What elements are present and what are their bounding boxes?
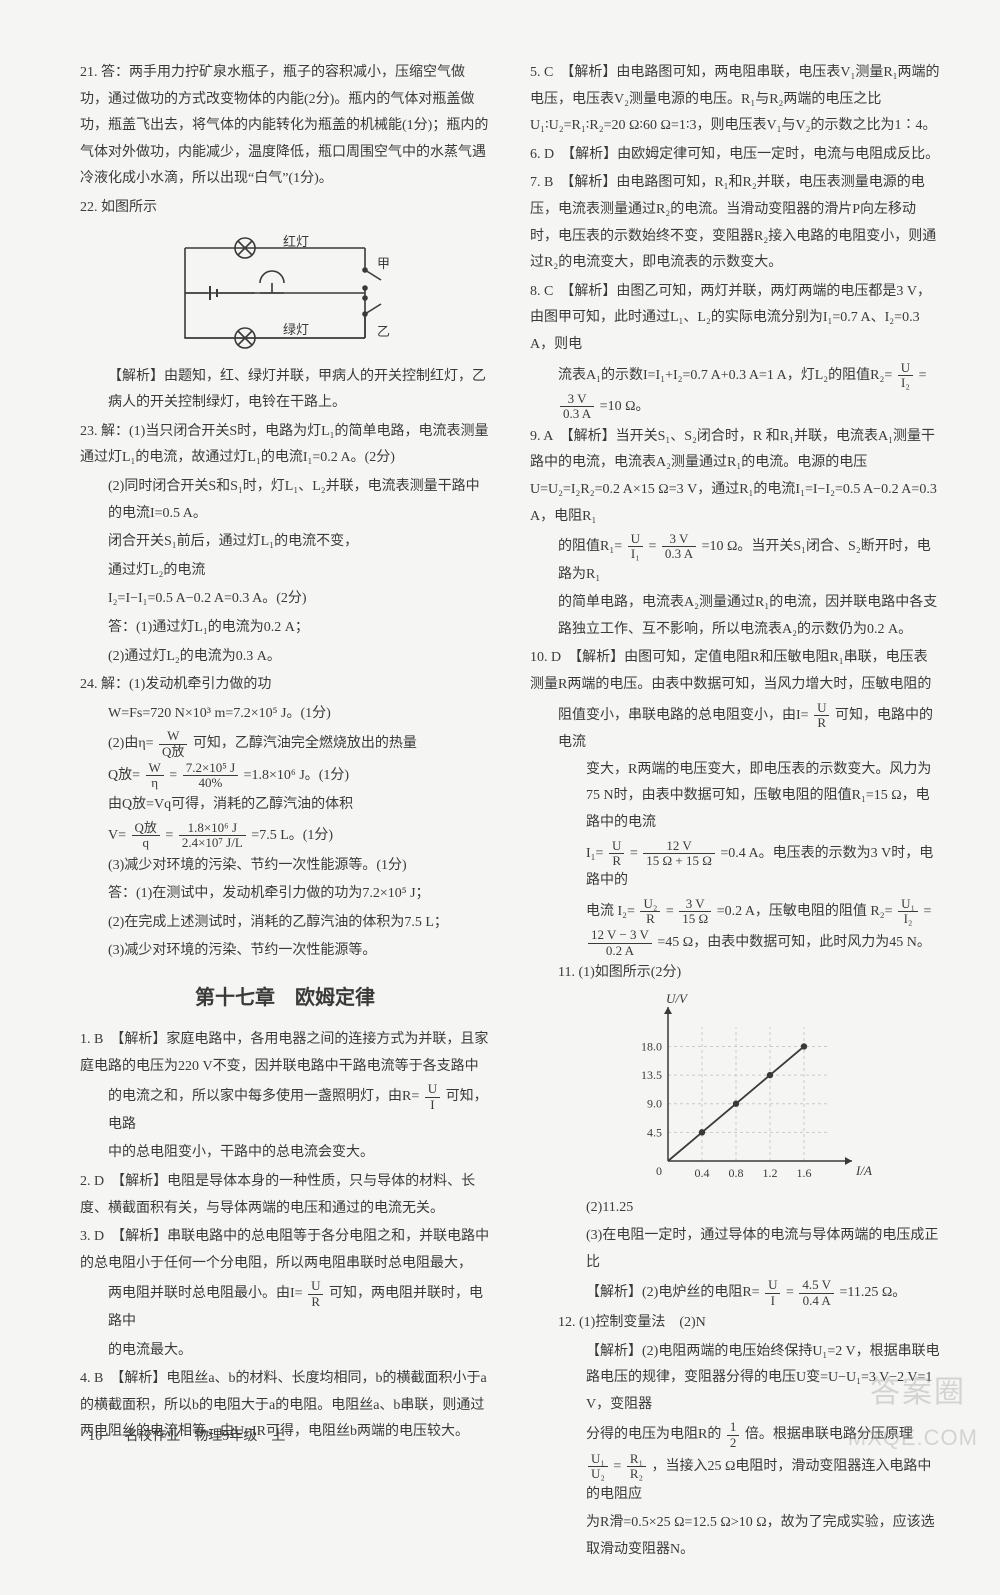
q24j: (3)减少对环境的污染、节约一次性能源等。 xyxy=(80,938,490,965)
svg-text:1.2: 1.2 xyxy=(763,1166,778,1180)
svg-text:0.8: 0.8 xyxy=(729,1166,744,1180)
svg-text:4.5: 4.5 xyxy=(647,1125,662,1139)
q11b: (2)11.25 xyxy=(558,1195,940,1222)
q23e: I₂=I−I₁=0.5 A−0.2 A=0.3 A。(2分) xyxy=(80,586,490,613)
q22-exp: 【解析】由题知，红、绿灯并联，甲病人的开关控制红灯，乙病人的开关控制绿灯，电铃在… xyxy=(80,364,490,417)
q23d: 通过灯L₂的电流 xyxy=(80,558,490,585)
q12e: 为R滑=0.5×25 Ω=12.5 Ω>10 Ω，故为了完成实验，应该选取滑动变… xyxy=(558,1510,940,1563)
right-column: 5. C 【解析】由电路图可知，两电阻串联，电压表V₁测量R₁两端的电压，电压表… xyxy=(530,60,940,1565)
svg-text:13.5: 13.5 xyxy=(641,1068,662,1082)
q24f: V= Q放q = 1.8×10⁶ J2.4×10⁷ J/L =7.5 L。(1分… xyxy=(80,821,490,851)
circuit-diagram: 红灯 绿灯 甲 乙 xyxy=(165,228,405,358)
q23b: (2)同时闭合开关S和S₁时，灯L₁、L₂并联，电流表测量干路中的电流I=0.5… xyxy=(80,474,490,527)
q8a: 8. C 【解析】由图乙可知，两灯并联，两灯两端的电压都是3 V，由图甲可知，此… xyxy=(530,279,940,359)
svg-text:1.6: 1.6 xyxy=(797,1166,812,1180)
q3c: 的电流最大。 xyxy=(80,1338,490,1365)
q10c: 变大，R两端的电压变大，即电压表的示数变大。风力为75 N时，由表中数据可知，压… xyxy=(558,757,940,837)
svg-text:0.4: 0.4 xyxy=(695,1166,710,1180)
q1c: 中的总电阻变小，干路中的总电流会变大。 xyxy=(80,1140,490,1167)
q11d: 【解析】(2)电炉丝的电阻R= UI = 4.5 V0.4 A =11.25 Ω… xyxy=(558,1278,940,1308)
svg-text:乙: 乙 xyxy=(377,324,390,339)
svg-text:0: 0 xyxy=(656,1164,662,1178)
page: 21. 答：两手用力拧矿泉水瓶子，瓶子的容积减小，压缩空气做功，通过做功的方式改… xyxy=(0,0,1000,1595)
q11a: 11. (1)如图所示(2分) xyxy=(558,960,940,987)
svg-text:18.0: 18.0 xyxy=(641,1039,662,1053)
q9b: 的阻值R₁= UI₁ = 3 V0.3 A =10 Ω。当开关S₁闭合、S₂断开… xyxy=(530,532,940,588)
q24b: W=Fs=720 N×10³ m=7.2×10⁵ J。(1分) xyxy=(80,701,490,728)
q9c: 的简单电路，电流表A₂测量通过R₁的电流，因并联电路中各支路独立工作、互不影响，… xyxy=(530,590,940,643)
q6: 6. D 【解析】由欧姆定律可知，电压一定时，电流与电阻成反比。 xyxy=(530,142,940,169)
q24e: 由Q放=Vq可得，消耗的乙醇汽油的体积 xyxy=(80,792,490,819)
q10e: 电流 I₂= U₂R = 3 V15 Ω =0.2 A，压敏电阻的阻值 R₂= … xyxy=(558,897,940,927)
q10f: 12 V − 3 V0.2 A =45 Ω，由表中数据可知，此时风力为45 N。 xyxy=(558,928,940,958)
q23a: 23. 解：(1)当只闭合开关S时，电路为灯L₁的简单电路，电流表测量通过灯L₁… xyxy=(80,419,490,472)
q12a: 12. (1)控制变量法 (2)N xyxy=(558,1310,940,1337)
q10d: I₁= UR = 12 V15 Ω + 15 Ω =0.4 A。电压表的示数为3… xyxy=(558,839,940,895)
q24h: 答：(1)在测试中，发动机牵引力做的功为7.2×10⁵ J； xyxy=(80,881,490,908)
label-red: 红灯 xyxy=(283,234,309,249)
q3b: 两电阻并联时总电阻最小。由I= UR 可知，两电阻并联时，电路中 xyxy=(80,1279,490,1335)
page-footer: · 16 · 名校作业 物理9年级 上 xyxy=(80,1425,285,1445)
svg-text:U/V: U/V xyxy=(666,991,689,1006)
q24c: (2)由η= WQ放 可知，乙醇汽油完全燃烧放出的热量 xyxy=(80,729,490,759)
q21: 21. 答：两手用力拧矿泉水瓶子，瓶子的容积减小，压缩空气做功，通过做功的方式改… xyxy=(80,60,490,193)
left-column: 21. 答：两手用力拧矿泉水瓶子，瓶子的容积减小，压缩空气做功，通过做功的方式改… xyxy=(80,60,490,1565)
q10a: 10. D 【解析】由图可知，定值电阻R和压敏电阻R₁串联，电压表测量R两端的电… xyxy=(530,645,940,698)
q23g: (2)通过灯L₂的电流为0.3 A。 xyxy=(80,644,490,671)
chapter-title: 第十七章 欧姆定律 xyxy=(80,979,490,1017)
q12d: U₁U₂ = R₁R₂ ，当接入25 Ω电阻时，滑动变阻器连入电路中的电阻应 xyxy=(558,1452,940,1508)
q24i: (2)在完成上述测试时，消耗的乙醇汽油的体积为7.5 L； xyxy=(80,910,490,937)
q24g: (3)减少对环境的污染、节约一次性能源等。(1分) xyxy=(80,853,490,880)
q7: 7. B 【解析】由电路图可知，R₁和R₂并联，电压表测量电源的电压，电流表测量… xyxy=(530,170,940,276)
q23f: 答：(1)通过灯L₁的电流为0.2 A； xyxy=(80,615,490,642)
q1b: 的电流之和，所以家中每多使用一盏照明灯，由R= UI 可知，电路 xyxy=(80,1082,490,1138)
svg-text:I/A: I/A xyxy=(855,1163,872,1178)
q23c: 闭合开关S₁前后，通过灯L₁的电流不变， xyxy=(80,529,490,556)
q24d: Q放= Wη = 7.2×10⁵ J40% =1.8×10⁶ J。(1分) xyxy=(80,761,490,791)
watermark-url: MXQE.COM xyxy=(848,1425,978,1451)
q8b: 流表A₁的示数I=I₁+I₂=0.7 A+0.3 A=1 A，灯L₂的阻值R₂=… xyxy=(530,361,940,391)
q1a: 1. B 【解析】家庭电路中，各用电器之间的连接方式为并联，且家庭电路的电压为2… xyxy=(80,1027,490,1080)
q24a: 24. 解：(1)发动机牵引力做的功 xyxy=(80,672,490,699)
q11c: (3)在电阻一定时，通过导体的电流与导体两端的电压成正比 xyxy=(558,1223,940,1276)
q9a: 9. A 【解析】当开关S₁、S₂闭合时，R 和R₁并联，电流表A₁测量干路中的… xyxy=(530,424,940,530)
svg-text:甲: 甲 xyxy=(377,256,390,271)
line-chart: 0 0.4 0.8 1.2 1.6 4.5 9.0 13.5 18.0 I/A U/V xyxy=(618,991,878,1191)
q22-head: 22. 如图所示 xyxy=(80,195,490,222)
q5: 5. C 【解析】由电路图可知，两电阻串联，电压表V₁测量R₁两端的电压，电压表… xyxy=(530,60,940,140)
label-green: 绿灯 xyxy=(283,322,309,337)
q8c: 3 V0.3 A =10 Ω。 xyxy=(530,392,940,422)
q2: 2. D 【解析】电阻是导体本身的一种性质，只与导体的材料、长度、横截面积有关，… xyxy=(80,1169,490,1222)
watermark-text: 答案圈 xyxy=(870,1367,966,1411)
svg-text:9.0: 9.0 xyxy=(647,1096,662,1110)
q3a: 3. D 【解析】串联电路中的总电阻等于各分电阻之和，并联电路中的总电阻小于任何… xyxy=(80,1224,490,1277)
